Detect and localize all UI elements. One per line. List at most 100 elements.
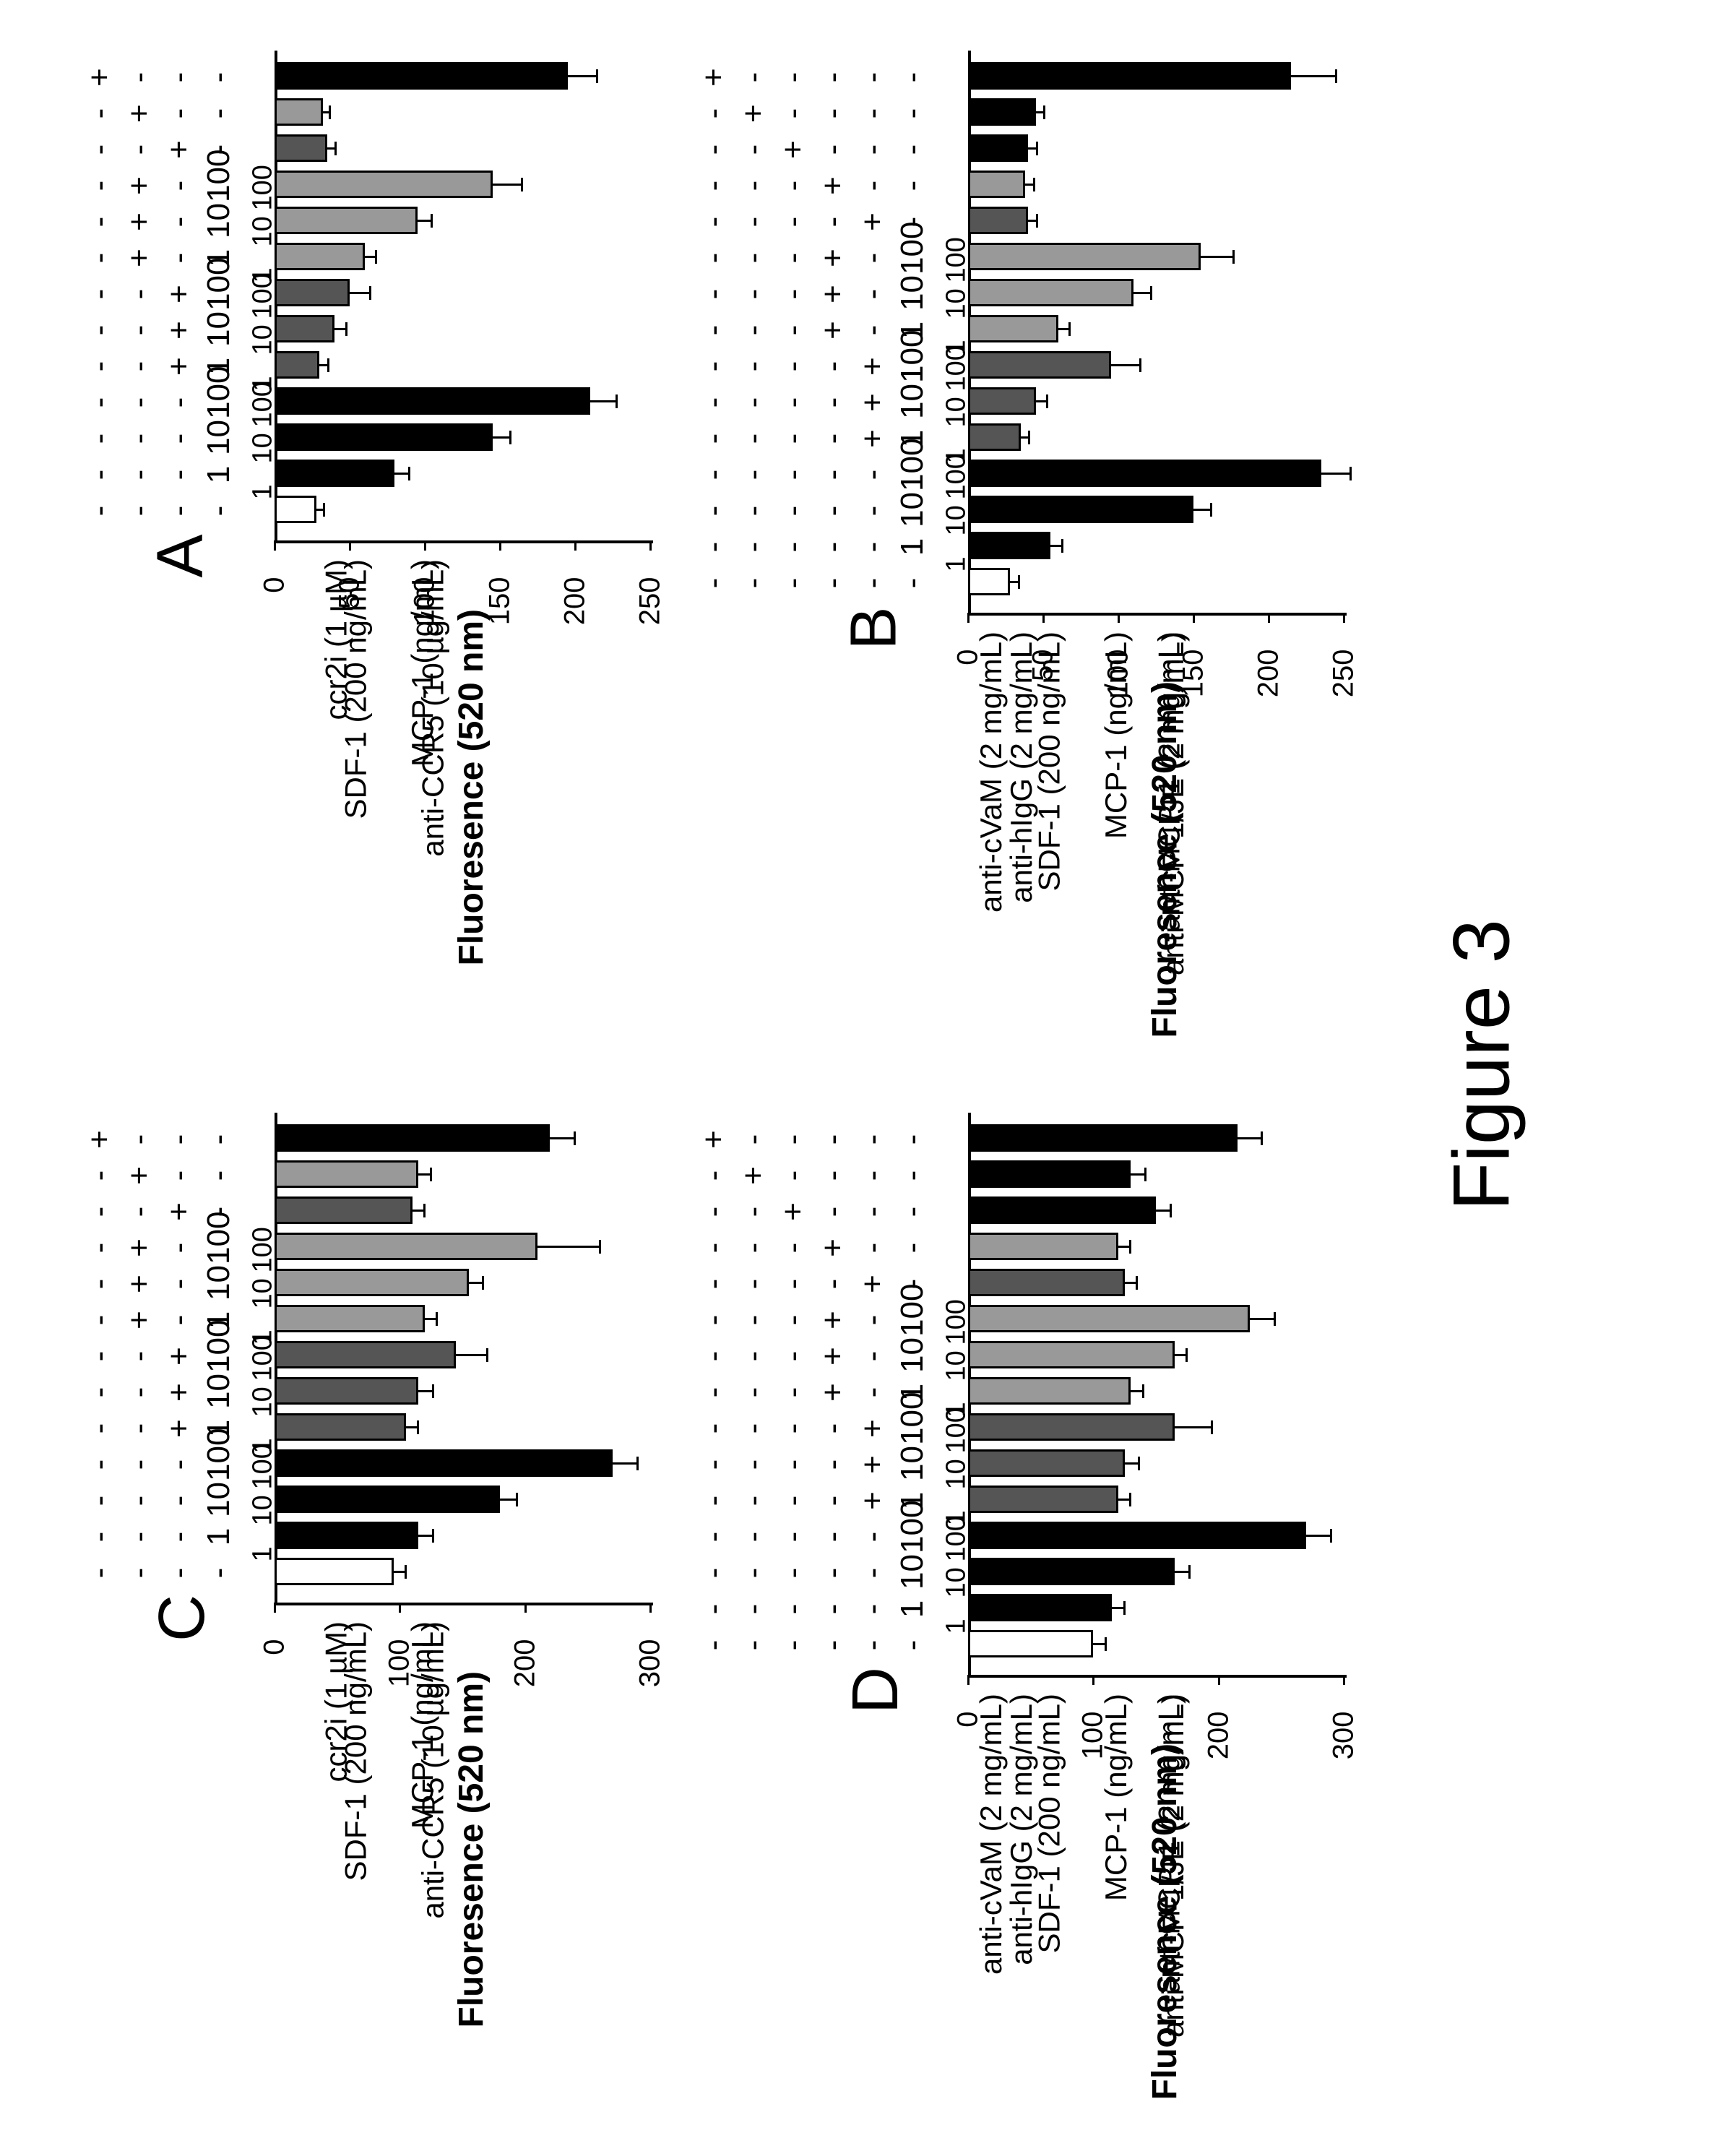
condition-cell: - [735, 1484, 772, 1517]
y-tick [274, 540, 276, 551]
condition-cell: - [855, 1376, 891, 1409]
bar [275, 1305, 425, 1332]
error-bar [350, 292, 371, 294]
bar-category-label: 10 [941, 1350, 972, 1381]
condition-cell: - [894, 1231, 930, 1264]
condition-cell: - [82, 1195, 118, 1228]
y-tick [967, 613, 970, 623]
condition-cell: - [696, 1484, 732, 1517]
condition-cell: - [121, 133, 157, 166]
condition-cell: + [161, 1195, 197, 1228]
y-tick [1268, 613, 1270, 623]
condition-cell: - [696, 350, 732, 383]
y-tick [524, 1603, 527, 1613]
condition-cell: - [82, 422, 118, 455]
condition-cell: - [161, 97, 197, 130]
condition-cell: - [161, 205, 197, 238]
condition-cell: - [696, 169, 732, 202]
condition-row-label: anti-MCP-1/JE (2 mg/mL) [1156, 631, 1191, 975]
condition-cell: - [161, 494, 197, 527]
bar [968, 1124, 1238, 1152]
bar-category-label: 100 [941, 1299, 972, 1345]
condition-cell: - [82, 1340, 118, 1373]
condition-cell: + [855, 386, 891, 419]
condition-cell: + [121, 1159, 157, 1192]
condition-cell: + [121, 1231, 157, 1264]
condition-cell: - [815, 1556, 851, 1590]
y-tick [649, 540, 652, 551]
condition-cell: 100 [201, 386, 237, 419]
condition-cell: - [894, 1629, 930, 1662]
y-tick-label: 200 [1202, 1712, 1235, 1762]
condition-row-label: SDF-1 (200 ng/mL) [338, 559, 373, 819]
y-tick [1343, 613, 1345, 623]
condition-cell: 1 [201, 458, 237, 491]
condition-cell: - [775, 1412, 811, 1445]
condition-cell: - [121, 61, 157, 94]
condition-cell: 10 [894, 386, 930, 419]
error-bar [1250, 1318, 1275, 1320]
bar [968, 62, 1291, 90]
bar [275, 1486, 500, 1513]
condition-cell: - [696, 97, 732, 130]
condition-cell: 10 [894, 277, 930, 311]
bar [968, 207, 1028, 234]
condition-cell: - [161, 61, 197, 94]
condition-cell: - [121, 1376, 157, 1409]
condition-cell: - [696, 1629, 732, 1662]
error-bar [613, 1462, 638, 1465]
bar-category-label: 100 [248, 1227, 279, 1272]
error-bar [1175, 1354, 1187, 1356]
error-bar [1131, 1390, 1143, 1392]
condition-row-label: anti-MCP-1/JE (2 mg/mL) [1156, 1694, 1191, 2038]
bar [968, 1486, 1118, 1513]
condition-cell: - [161, 1556, 197, 1590]
error-bar [1175, 1571, 1190, 1573]
y-tick-label: 300 [634, 1639, 667, 1690]
error-bar [418, 220, 433, 222]
condition-cell: 100 [894, 1412, 930, 1445]
error-bar [1010, 581, 1019, 583]
bar [968, 1160, 1131, 1188]
bar [275, 1233, 537, 1260]
condition-cell: - [894, 205, 930, 238]
condition-cell: - [696, 1376, 732, 1409]
y-tick-label: 250 [634, 577, 667, 628]
condition-cell: - [815, 530, 851, 564]
bar-category-label: 1 [248, 267, 279, 283]
condition-cell: + [161, 1376, 197, 1409]
condition-cell: - [775, 1484, 811, 1517]
bar [968, 171, 1025, 198]
condition-cell: 1 [894, 530, 930, 564]
bar [968, 1522, 1306, 1549]
condition-cell: + [815, 169, 851, 202]
condition-cell: - [201, 1123, 237, 1156]
condition-cell: 10 [201, 1376, 237, 1409]
condition-cell: 1 [894, 314, 930, 347]
condition-cell: + [775, 1195, 811, 1228]
condition-cell: - [121, 1195, 157, 1228]
condition-cell: + [855, 1484, 891, 1517]
condition-cell: - [735, 458, 772, 491]
condition-cell: - [735, 1448, 772, 1481]
condition-cell: - [815, 1159, 851, 1192]
bar-category-label: 10 [248, 1278, 279, 1308]
y-tick [274, 1603, 276, 1613]
condition-cell: - [82, 1376, 118, 1409]
condition-row-label: anti-cVaM (2 mg/mL) [974, 1694, 1009, 1975]
condition-cell: - [735, 1195, 772, 1228]
bar [275, 62, 568, 90]
y-tick [1343, 1675, 1345, 1685]
bar-category-label: 1 [941, 1510, 972, 1525]
condition-cell: - [161, 386, 197, 419]
condition-cell: - [855, 1629, 891, 1662]
bar [275, 1124, 550, 1152]
condition-cell: - [201, 1159, 237, 1192]
condition-cell: 1 [894, 422, 930, 455]
condition-cell: - [855, 277, 891, 311]
condition-cell: - [696, 1195, 732, 1228]
condition-cell: - [855, 1556, 891, 1590]
condition-cell: - [775, 1448, 811, 1481]
bar-category-label: 1 [248, 484, 279, 499]
condition-cell: 100 [894, 458, 930, 491]
